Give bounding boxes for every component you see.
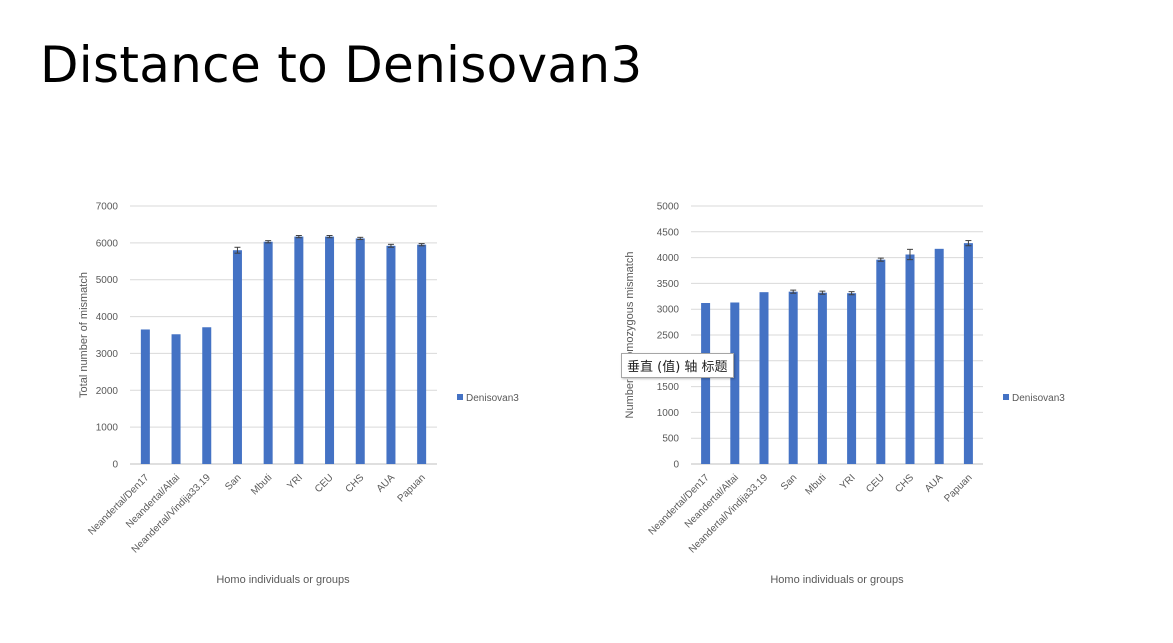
total-bar[interactable]: [263, 241, 273, 464]
total-y-tick-label: 3000: [96, 349, 119, 360]
total-bar[interactable]: [355, 238, 365, 464]
homozygous-y-tick-label: 1000: [657, 408, 680, 419]
homozygous-bar[interactable]: [759, 292, 769, 464]
total-bar[interactable]: [202, 327, 212, 464]
homozygous-error-bar: [819, 290, 826, 295]
homozygous-y-tick-label: 500: [662, 434, 679, 445]
homozygous-x-tick-label: CEU: [864, 472, 887, 495]
axis-title-tooltip: 垂直 (值) 轴 标题: [621, 353, 734, 378]
homozygous-bar[interactable]: [701, 303, 711, 464]
homozygous-x-axis-title[interactable]: Homo individuals or groups: [770, 574, 904, 586]
total-legend-swatch: [457, 394, 463, 400]
total-error-bar: [418, 243, 425, 247]
homozygous-legend-swatch: [1003, 394, 1009, 400]
total-bar[interactable]: [171, 334, 181, 464]
homozygous-bar[interactable]: [788, 291, 798, 464]
total-y-tick-label: 1000: [96, 423, 119, 434]
total-bar[interactable]: [140, 329, 150, 464]
homozygous-bar[interactable]: [905, 254, 915, 464]
homozygous-bar[interactable]: [876, 259, 886, 464]
total-y-tick-label: 2000: [96, 386, 119, 397]
homozygous-y-tick-label: 3000: [657, 305, 680, 316]
homozygous-x-tick-label: Papuan: [942, 472, 974, 504]
total-legend-label[interactable]: Denisovan3: [466, 393, 519, 404]
homozygous-x-tick-label: San: [779, 472, 799, 492]
homozygous-y-tick-label: 5000: [657, 202, 680, 213]
total-error-bar: [387, 243, 394, 248]
homozygous-y-tick-label: 0: [673, 460, 679, 471]
homozygous-x-tick-label: YRI: [838, 472, 858, 492]
homozygous-error-bar: [965, 240, 972, 247]
total-y-tick-label: 6000: [96, 238, 119, 249]
total-x-axis-title[interactable]: Homo individuals or groups: [216, 574, 350, 586]
homozygous-y-tick-label: 2500: [657, 331, 680, 342]
homozygous-error-bar: [790, 289, 797, 294]
total-error-bar: [357, 236, 364, 241]
homozygous-x-tick-label: Mbuti: [803, 472, 828, 497]
homozygous-y-tick-label: 4500: [657, 227, 680, 238]
homozygous-y-tick-label: 4000: [657, 253, 680, 264]
total-error-bar: [265, 240, 272, 244]
homozygous-error-bar: [877, 257, 884, 262]
total-bar[interactable]: [232, 250, 242, 464]
total-error-bar: [326, 234, 333, 239]
total-bar[interactable]: [325, 236, 335, 464]
total-y-tick-label: 7000: [96, 202, 119, 213]
total-error-bar: [234, 246, 241, 254]
total-error-bar: [295, 234, 302, 239]
homozygous-bar[interactable]: [934, 248, 944, 464]
homozygous-bar[interactable]: [963, 243, 973, 464]
total-y-tick-label: 0: [112, 460, 118, 471]
homozygous-bar[interactable]: [817, 292, 827, 464]
homozygous-error-bar: [848, 291, 855, 296]
homozygous-error-bar: [907, 248, 913, 261]
homozygous-bar[interactable]: [730, 302, 740, 464]
homozygous-legend-label[interactable]: Denisovan3: [1012, 393, 1065, 404]
total-y-tick-label: 4000: [96, 312, 119, 323]
homozygous-x-tick-label: CHS: [893, 472, 916, 495]
total-y-tick-label: 5000: [96, 275, 119, 286]
slide-title: Distance to Denisovan3: [40, 36, 643, 94]
total-bar[interactable]: [294, 236, 304, 464]
homozygous-y-tick-label: 3500: [657, 279, 680, 290]
homozygous-y-tick-label: 1500: [657, 382, 680, 393]
total-y-axis-title[interactable]: Total number of mismatch: [78, 272, 90, 398]
total-bar[interactable]: [386, 245, 396, 464]
homozygous-bar[interactable]: [847, 293, 857, 464]
total-bar[interactable]: [417, 244, 427, 464]
homozygous-y-axis-title[interactable]: Number of homozygous mismatch: [624, 252, 636, 419]
homozygous-x-tick-label: AUA: [923, 472, 946, 495]
